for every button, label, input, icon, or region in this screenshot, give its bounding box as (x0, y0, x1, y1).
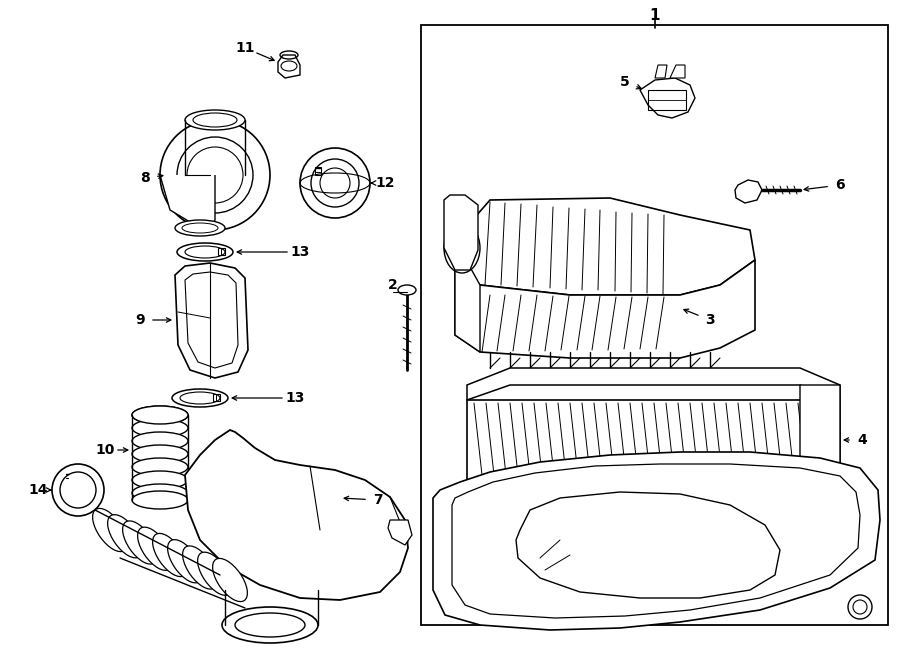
Ellipse shape (198, 552, 232, 596)
Polygon shape (160, 175, 215, 230)
Ellipse shape (212, 559, 248, 602)
Polygon shape (455, 198, 755, 295)
Ellipse shape (108, 515, 142, 558)
Ellipse shape (185, 110, 245, 130)
Circle shape (848, 595, 872, 619)
Ellipse shape (122, 521, 158, 564)
Bar (421, 25, 888, 625)
Polygon shape (433, 452, 880, 630)
Text: 4: 4 (857, 433, 867, 447)
Ellipse shape (167, 539, 202, 583)
Ellipse shape (132, 491, 188, 509)
Polygon shape (467, 368, 840, 400)
Polygon shape (455, 240, 480, 352)
Circle shape (52, 464, 104, 516)
Text: 14: 14 (28, 483, 48, 497)
Polygon shape (185, 430, 408, 600)
Bar (648, 90, 686, 110)
Ellipse shape (444, 223, 480, 273)
Bar (218, 248, 225, 255)
Ellipse shape (175, 220, 225, 236)
Ellipse shape (172, 389, 228, 407)
Text: 10: 10 (95, 443, 114, 457)
Ellipse shape (132, 445, 188, 463)
Ellipse shape (132, 419, 188, 437)
Text: 11: 11 (235, 41, 255, 55)
Text: 8: 8 (140, 171, 150, 185)
Text: 13: 13 (285, 391, 305, 405)
Text: 7: 7 (374, 493, 382, 507)
Ellipse shape (132, 458, 188, 476)
Ellipse shape (177, 243, 233, 261)
Ellipse shape (93, 508, 128, 551)
Polygon shape (655, 65, 667, 78)
Polygon shape (735, 180, 762, 203)
Polygon shape (670, 65, 685, 78)
Ellipse shape (398, 285, 416, 295)
Ellipse shape (222, 607, 318, 643)
Polygon shape (278, 55, 300, 78)
Bar (467, 400, 840, 480)
Bar (315, 167, 321, 175)
Ellipse shape (138, 527, 173, 570)
Ellipse shape (132, 432, 188, 450)
Circle shape (300, 148, 370, 218)
Circle shape (160, 120, 270, 230)
Text: 6: 6 (835, 178, 845, 192)
Text: 5: 5 (620, 75, 630, 89)
Polygon shape (455, 260, 755, 358)
Ellipse shape (132, 406, 188, 424)
Polygon shape (175, 263, 248, 378)
Text: 13: 13 (291, 245, 310, 259)
Bar (213, 394, 220, 401)
Text: 2: 2 (388, 278, 398, 292)
Text: 3: 3 (706, 313, 715, 327)
Ellipse shape (132, 484, 188, 502)
Ellipse shape (183, 546, 218, 589)
Ellipse shape (132, 406, 188, 424)
Polygon shape (800, 385, 840, 485)
Polygon shape (444, 195, 478, 270)
Text: 9: 9 (135, 313, 145, 327)
Polygon shape (640, 78, 695, 118)
Text: 1: 1 (650, 7, 661, 22)
Ellipse shape (153, 533, 187, 576)
Ellipse shape (132, 471, 188, 489)
Text: 12: 12 (375, 176, 395, 190)
Polygon shape (388, 520, 412, 545)
